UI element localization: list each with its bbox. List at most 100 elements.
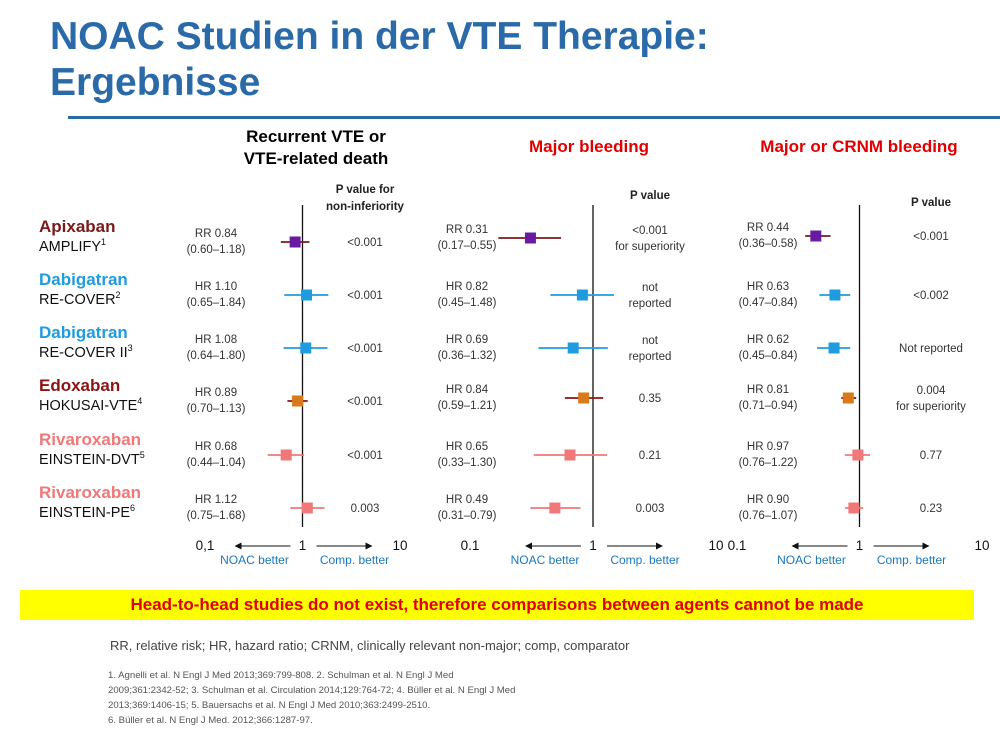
study-reference-superscript: 4 <box>137 396 142 406</box>
p-value-header: P value <box>630 190 670 202</box>
point-estimate-marker <box>549 502 561 514</box>
p-value-label: 0.003 <box>351 503 380 515</box>
p-value-label: 0.77 <box>920 450 942 462</box>
point-estimate-marker <box>576 289 588 301</box>
effect-estimate-label: HR 0.68 <box>195 441 237 453</box>
forest-plot: ApixabanAMPLIFY1DabigatranRE-COVER2Dabig… <box>39 127 990 567</box>
effect-estimate-label: HR 1.12 <box>195 494 237 506</box>
confidence-interval-label: (0.65–1.84) <box>187 297 246 309</box>
point-estimate-marker <box>292 395 304 407</box>
confidence-interval-label: (0.33–1.30) <box>438 457 497 469</box>
drug-name-label: Rivaroxaban <box>39 430 141 449</box>
confidence-interval-label: (0.31–0.79) <box>438 510 497 522</box>
point-estimate-marker <box>578 392 590 404</box>
p-value-label: <0.001 <box>347 343 383 355</box>
effect-estimate-label: RR 0.84 <box>195 228 238 240</box>
study-reference-superscript: 3 <box>128 343 133 353</box>
x-tick-label: 10 <box>974 538 989 553</box>
p-value-label: reported <box>629 351 672 363</box>
drug-name-label: Edoxaban <box>39 376 120 395</box>
x-tick-label: 0,1 <box>196 538 215 553</box>
panel-title: Major bleeding <box>529 137 649 156</box>
point-estimate-marker <box>829 289 841 301</box>
comparator-better-label: Comp. better <box>877 553 946 567</box>
effect-estimate-label: HR 0.63 <box>747 281 789 293</box>
study-reference-superscript: 2 <box>116 290 121 300</box>
confidence-interval-label: (0.71–0.94) <box>739 400 798 412</box>
reference-line: 1. Agnelli et al. N Engl J Med 2013;369:… <box>108 670 454 681</box>
study-name-label: EINSTEIN-DVT5 <box>39 450 145 468</box>
effect-estimate-label: HR 0.84 <box>446 384 489 396</box>
effect-estimate-label: HR 0.81 <box>747 384 789 396</box>
p-value-label: Not reported <box>899 343 963 355</box>
noac-better-label: NOAC better <box>220 553 289 567</box>
point-estimate-marker <box>842 392 854 404</box>
confidence-interval-label: (0.70–1.13) <box>187 403 246 415</box>
confidence-interval-label: (0.36–0.58) <box>739 238 798 250</box>
confidence-interval-label: (0.64–1.80) <box>187 350 246 362</box>
p-value-label: <0.001 <box>347 450 383 462</box>
point-estimate-marker <box>280 449 292 461</box>
x-tick-label: 1 <box>856 538 864 553</box>
comparator-better-label: Comp. better <box>610 553 679 567</box>
confidence-interval-label: (0.44–1.04) <box>187 457 246 469</box>
confidence-interval-label: (0.47–0.84) <box>739 297 798 309</box>
effect-estimate-label: HR 0.89 <box>195 387 237 399</box>
x-tick-label: 10 <box>708 538 723 553</box>
confidence-interval-label: (0.45–0.84) <box>739 350 798 362</box>
p-value-label: <0.001 <box>632 225 668 237</box>
p-value-label: for superiority <box>615 241 685 253</box>
left-arrowhead <box>525 542 532 550</box>
reference-line: 6. Büller et al. N Engl J Med. 2012;366:… <box>108 715 313 726</box>
x-tick-label: 0.1 <box>728 538 747 553</box>
study-reference-superscript: 1 <box>101 237 106 247</box>
confidence-interval-label: (0.75–1.68) <box>187 510 246 522</box>
p-value-header: non-inferiority <box>326 201 405 213</box>
noac-better-label: NOAC better <box>511 553 580 567</box>
effect-estimate-label: HR 0.65 <box>446 441 488 453</box>
slide-title-line1: NOAC Studien in der VTE Therapie: <box>50 15 709 58</box>
p-value-label: for superiority <box>896 401 966 413</box>
point-estimate-marker <box>828 342 840 354</box>
left-arrowhead <box>791 542 799 550</box>
study-reference-superscript: 5 <box>140 450 145 460</box>
x-tick-label: 10 <box>392 538 407 553</box>
reference-line: 2009;361:2342-52; 3. Schulman et al. Cir… <box>108 685 516 696</box>
drug-name-label: Dabigatran <box>39 270 128 289</box>
p-value-label: reported <box>629 298 672 310</box>
right-arrowhead <box>656 542 663 550</box>
confidence-interval-label: (0.60–1.18) <box>187 244 246 256</box>
p-value-label: 0.004 <box>917 385 946 397</box>
study-name-label: RE-COVER2 <box>39 290 121 308</box>
point-estimate-marker <box>289 236 301 248</box>
panel-title: Major or CRNM bleeding <box>760 137 957 156</box>
disclaimer-banner: Head-to-head studies do not exist, there… <box>20 590 974 620</box>
right-arrowhead <box>922 542 930 550</box>
confidence-interval-label: (0.76–1.22) <box>739 457 798 469</box>
p-value-header: P value <box>911 197 951 209</box>
panel-title: VTE-related death <box>244 149 389 168</box>
study-name-label: RE-COVER II3 <box>39 343 133 361</box>
x-tick-label: 1 <box>589 538 597 553</box>
effect-estimate-label: HR 0.49 <box>446 494 488 506</box>
comparator-better-label: Comp. better <box>320 553 389 567</box>
point-estimate-marker <box>567 342 579 354</box>
p-value-label: 0.21 <box>639 450 661 462</box>
p-value-label: 0.23 <box>920 503 942 515</box>
p-value-label: <0.001 <box>913 231 949 243</box>
study-reference-superscript: 6 <box>130 503 135 513</box>
slide-title: NOAC Studien in der VTE Therapie: Ergebn… <box>50 14 709 106</box>
effect-estimate-label: HR 0.97 <box>747 441 789 453</box>
effect-estimate-label: RR 0.31 <box>446 224 488 236</box>
effect-estimate-label: HR 0.69 <box>446 334 488 346</box>
confidence-interval-label: (0.59–1.21) <box>438 400 497 412</box>
p-value-label: <0.002 <box>913 290 949 302</box>
references: 1. Agnelli et al. N Engl J Med 2013;369:… <box>108 668 628 728</box>
drug-name-label: Apixaban <box>39 217 116 236</box>
effect-estimate-label: RR 0.44 <box>747 222 790 234</box>
point-estimate-marker <box>852 449 864 461</box>
effect-estimate-label: HR 0.62 <box>747 334 789 346</box>
p-value-label: not <box>642 335 659 347</box>
study-name-label: HOKUSAI-VTE4 <box>39 396 142 414</box>
study-name-label: AMPLIFY1 <box>39 237 106 255</box>
